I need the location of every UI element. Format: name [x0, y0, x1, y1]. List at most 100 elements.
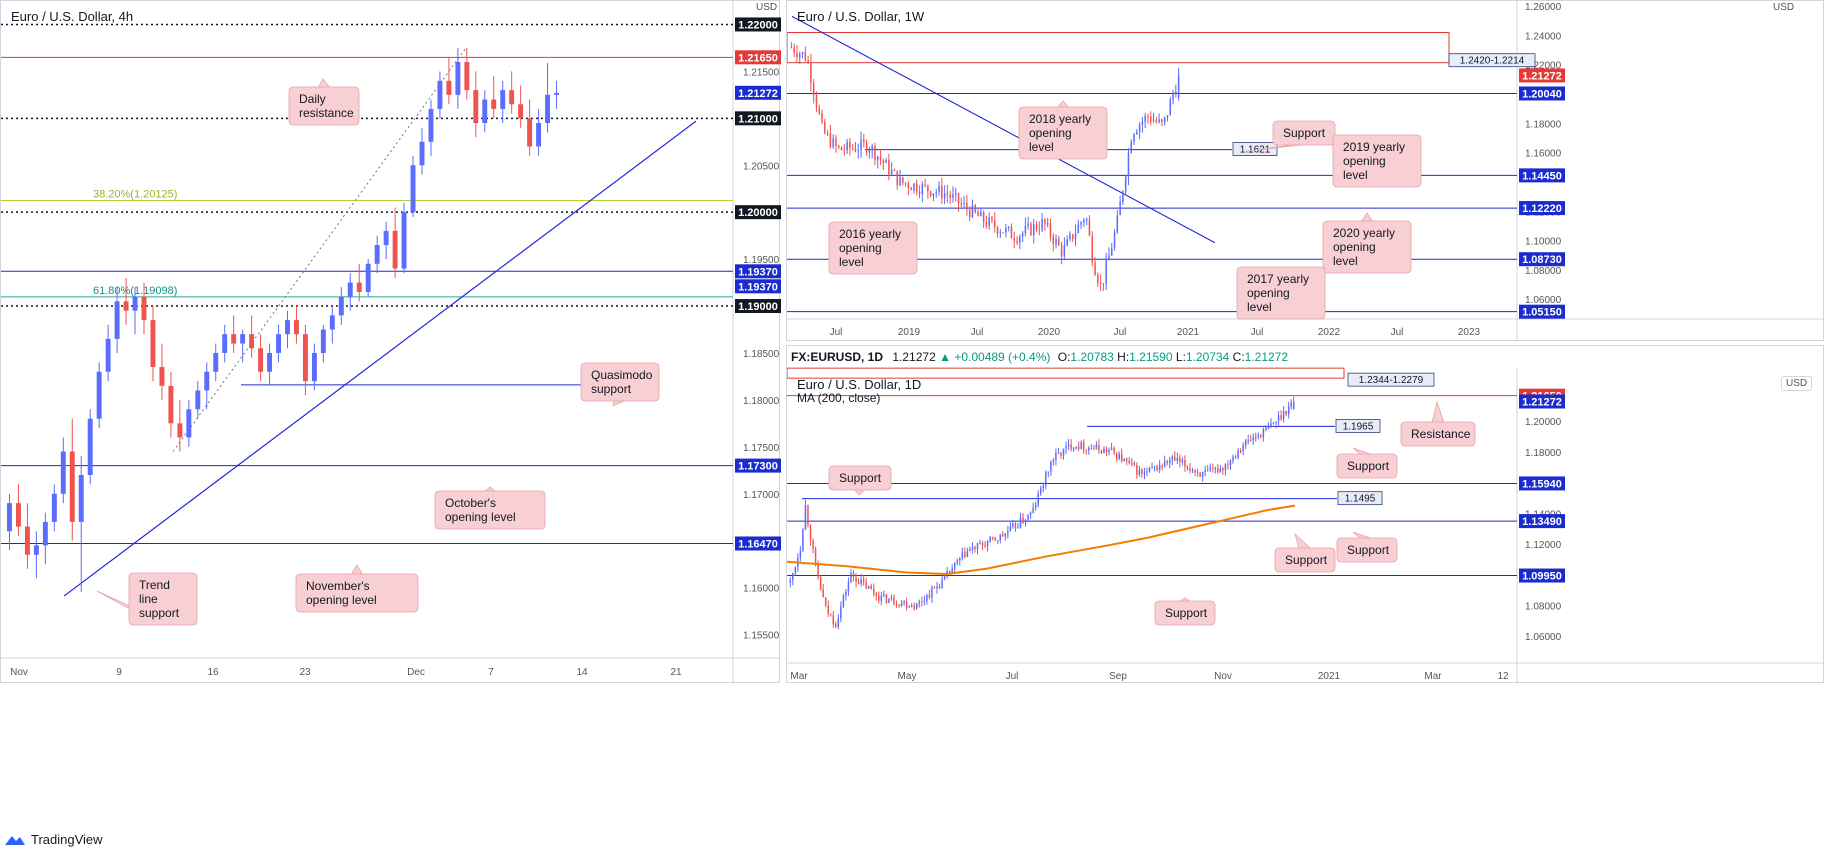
pw-candle-body	[796, 52, 798, 58]
p4h-candle-body	[78, 474, 84, 522]
w-level-112220-tag-bg	[1519, 201, 1565, 216]
pd-candle-body	[1128, 460, 1131, 464]
chart-4h-svg[interactable]: 1.22000 1.21500 1.21000 1.20500 1.20000 1.195…	[1, 1, 781, 684]
daily-1965-label: 1.1965	[1343, 421, 1374, 432]
callout-daily-support-c-line: Support	[1347, 543, 1390, 557]
pd-candle-body	[1052, 460, 1055, 462]
pd-candle-body	[1179, 458, 1181, 463]
pw-candle-body	[1019, 236, 1021, 243]
pd-candle-body	[1161, 465, 1163, 467]
pd-candle-body	[832, 615, 835, 625]
pw-x-tick: 2023	[1458, 327, 1481, 338]
p4h-candle-body	[258, 348, 264, 372]
pd-candle-body	[1166, 461, 1168, 464]
pd-candle-body	[1141, 469, 1143, 475]
pd-candle-body	[971, 546, 974, 550]
pd-y-tick: 1.06000	[1525, 632, 1562, 643]
pd-candle-body	[1088, 447, 1090, 451]
p4h-y-tick: 1.17500	[743, 443, 780, 454]
pd-candle-body	[1012, 523, 1014, 527]
pd-candle-body	[1174, 456, 1176, 461]
pw-candle-body	[1102, 283, 1105, 285]
pw-candle-body	[851, 148, 854, 150]
pd-candle-body	[1042, 485, 1045, 489]
pd-candle-body	[1212, 467, 1214, 469]
pd-candle-body	[1280, 415, 1282, 420]
pd-candle-body	[850, 572, 852, 583]
pd-candle-body	[1267, 427, 1270, 429]
pw-candle-body	[999, 232, 1002, 234]
pd-candle-body	[1045, 471, 1047, 486]
pd-candle-body	[1039, 488, 1042, 494]
weekly-support-label-bg	[1232, 142, 1278, 156]
daily-zone-label: 1.2344-1.2279	[1359, 375, 1424, 386]
chart-weekly-svg[interactable]: 1.260001.240001.220001.180001.160001.120…	[787, 1, 1824, 342]
tradingview-logo-icon	[5, 835, 25, 845]
pd-candle-body	[961, 552, 964, 559]
callout-novembers-opening-line: November's	[306, 579, 370, 593]
pw-x-tick: Jul	[1391, 327, 1404, 338]
pw-candle-body	[826, 133, 829, 135]
p4h-candle-body	[87, 418, 93, 475]
chart-panel-daily[interactable]: 1.200001.180001.160001.140001.120001.100…	[786, 345, 1824, 684]
p4h-candle-body	[428, 108, 434, 142]
pw-last-price-tag-bg	[1519, 68, 1565, 83]
pw-candle-body	[1074, 233, 1077, 240]
p4h-candle-body	[42, 521, 48, 546]
pd-last-price-tag: 1.21272	[1522, 396, 1562, 408]
pd-y-tick: 1.08000	[1525, 602, 1562, 613]
pd-candle-body	[1136, 464, 1138, 475]
pd-candle-body	[964, 552, 966, 558]
tradingview-brand[interactable]: TradingView	[4, 832, 103, 847]
callout-daily-support-e-box	[1154, 600, 1216, 626]
pw-candle-body	[929, 191, 932, 196]
pd-candle-body	[1158, 465, 1161, 471]
pw-candle-body	[966, 202, 968, 210]
pw-candle-body	[982, 211, 985, 223]
pd-candle-body	[1017, 527, 1019, 529]
p4h-candle-body	[249, 334, 255, 349]
p4h-candle-body	[527, 118, 533, 147]
pd-candle-body	[1055, 452, 1057, 461]
pw-candle-body	[1063, 245, 1066, 257]
p4h-candle-body	[419, 141, 425, 166]
pd-candle-body	[908, 606, 910, 608]
daily-low: 1.20734	[1185, 350, 1230, 364]
daily-1965-label-bg	[1335, 419, 1381, 433]
pw-y-tick: 1.26000	[1525, 2, 1562, 13]
pd-y-tick: 1.12000	[1525, 540, 1562, 551]
pd-candle-body	[989, 536, 991, 542]
p4h-y-tick: 1.18000	[743, 396, 780, 407]
p4h-candle-body	[186, 409, 192, 438]
callout-daily-support-c-box	[1336, 537, 1398, 563]
chart-panel-weekly[interactable]: 1.260001.240001.220001.180001.160001.120…	[786, 0, 1824, 342]
chart-daily-svg[interactable]: 1.200001.180001.160001.140001.120001.100…	[787, 346, 1824, 684]
pd-candle-body	[888, 599, 890, 603]
pw-candle-body	[896, 170, 899, 186]
pw-candle-body	[846, 141, 848, 151]
p4h-candle-body	[177, 423, 183, 438]
pd-candle-body	[921, 601, 923, 603]
p4h-y-tick: 1.18500	[743, 349, 780, 360]
pw-last-price-tag: 1.21272	[1522, 70, 1562, 82]
p4h-candle-body	[320, 329, 326, 353]
pd-candle-body	[1209, 467, 1211, 471]
pd-candle-body	[873, 588, 875, 594]
callout-2019-yearly-line: 2019 yearly	[1343, 140, 1405, 154]
pw-candle-body	[1119, 202, 1121, 216]
pw-candle-body	[815, 95, 818, 108]
p4h-candle-body	[347, 282, 353, 297]
level-116470-tag: 1.16470	[738, 538, 778, 550]
pd-candle-body	[951, 568, 953, 574]
pd-candle-body	[812, 540, 814, 549]
callout-2019-yearly-line: level	[1343, 168, 1368, 182]
pd-candle-body	[1151, 467, 1153, 469]
d-level-109950-tag-bg	[1519, 568, 1565, 583]
chart-panel-4h[interactable]: 1.22000 1.21500 1.21000 1.20500 1.20000 1.195…	[0, 0, 781, 684]
pd-candle-body	[1184, 460, 1186, 467]
pw-candle-body	[1147, 115, 1149, 117]
ma200-line	[787, 504, 1296, 575]
chart-weekly-title: Euro / U.S. Dollar, 1W	[797, 9, 925, 24]
p4h-x-tick: 9	[116, 667, 122, 678]
pd-candle-body	[959, 558, 961, 561]
